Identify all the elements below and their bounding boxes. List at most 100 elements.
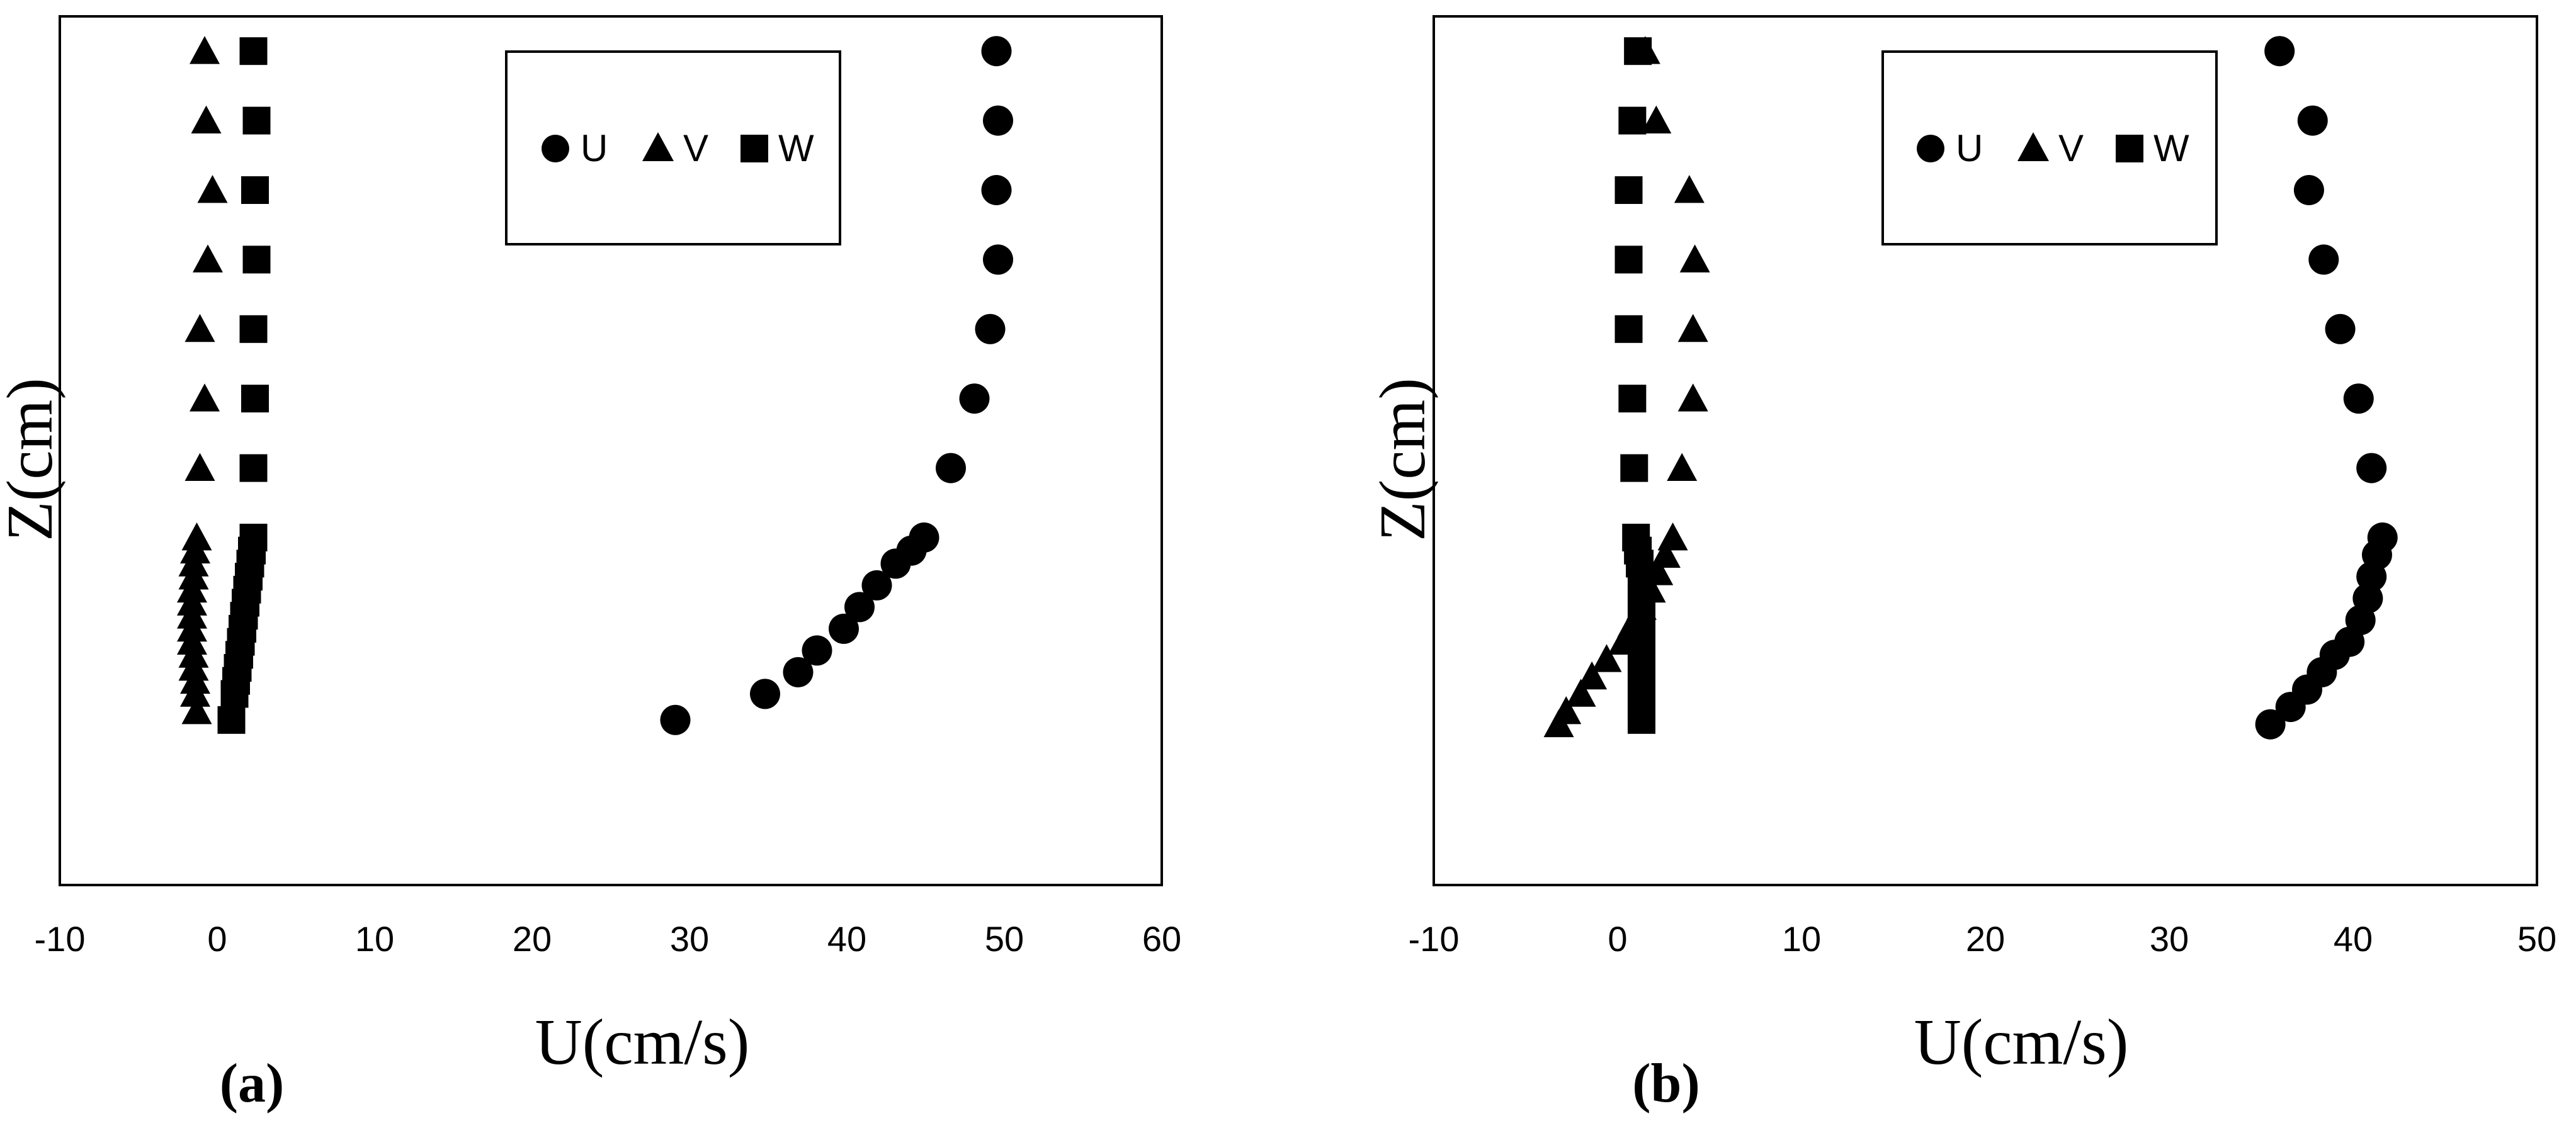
legend-label-u: U	[581, 127, 608, 169]
data-point-u	[2264, 36, 2295, 67]
data-point-u	[861, 570, 892, 601]
data-point-v	[1679, 244, 1710, 273]
data-point-v	[1677, 383, 1708, 412]
x-axis-title: U(cm/s)	[1914, 1006, 2129, 1078]
data-point-v	[1543, 709, 1574, 738]
x-tick-label: -10	[1409, 919, 1460, 959]
data-point-v	[178, 561, 209, 590]
data-point-w	[1618, 385, 1647, 413]
x-tick-label: -10	[35, 919, 86, 959]
data-point-u	[880, 548, 911, 579]
data-point-w	[1614, 176, 1643, 204]
data-point-u	[2297, 105, 2328, 136]
legend-label-u: U	[1956, 127, 1983, 169]
x-tick-label: 0	[207, 919, 227, 959]
data-point-v	[190, 383, 220, 412]
legend-label-v: V	[2058, 127, 2084, 169]
data-point-v	[191, 105, 222, 133]
data-marks	[177, 36, 1013, 735]
legend: U V W	[1881, 50, 2218, 245]
x-tick-label: 10	[1782, 919, 1821, 959]
x-tick-label: 20	[513, 919, 552, 959]
data-point-w	[220, 680, 249, 708]
data-point-u	[829, 613, 859, 644]
data-point-v	[178, 653, 209, 681]
data-point-u	[2293, 175, 2324, 205]
data-point-u	[2275, 692, 2306, 723]
data-point-w	[1618, 106, 1647, 135]
data-point-w	[239, 37, 268, 65]
plot-frame	[1433, 15, 2538, 886]
data-point-u	[2308, 244, 2339, 275]
legend-label-w: W	[2153, 127, 2189, 169]
data-point-v	[184, 453, 215, 481]
data-point-v	[177, 626, 207, 655]
data-point-v	[1565, 679, 1596, 707]
data-point-u	[750, 679, 780, 709]
legend-label-w: W	[778, 127, 814, 169]
x-axis-title: U(cm/s)	[535, 1006, 750, 1078]
legend-label-v: V	[683, 127, 708, 169]
data-point-u	[959, 383, 990, 414]
legend-marker-w	[740, 135, 768, 162]
legend: U V W	[505, 50, 841, 245]
data-point-u	[660, 704, 691, 735]
data-point-v	[184, 313, 215, 342]
data-point-w	[217, 706, 246, 734]
legend-marker-v	[2017, 132, 2049, 161]
data-point-w	[1620, 454, 1648, 482]
x-tick-labels: -10 0 10 20 30 40 50 60	[35, 919, 1182, 959]
x-tick-label: 40	[827, 919, 866, 959]
data-point-v	[1677, 313, 1708, 342]
data-point-w	[1614, 245, 1643, 274]
data-point-w	[241, 385, 269, 413]
x-tick-label: 30	[2150, 919, 2189, 959]
data-point-u	[783, 657, 814, 687]
data-point-u	[2356, 453, 2387, 483]
data-point-v	[1674, 175, 1705, 203]
data-point-u	[2255, 709, 2286, 740]
data-point-v	[1577, 661, 1608, 690]
data-point-w	[1627, 706, 1655, 734]
data-point-v	[181, 522, 212, 551]
data-point-v	[180, 679, 210, 707]
x-tick-label: 0	[1608, 919, 1627, 959]
data-point-u	[802, 635, 832, 666]
legend-marker-v	[642, 132, 674, 161]
chart-panel-a: -10 0 10 20 30 40 50 60 U V W Z(cm) U(cm/s) (a)	[0, 15, 1182, 1114]
y-axis-title: Z(cm)	[1366, 378, 1439, 541]
data-point-u	[975, 313, 1006, 344]
x-tick-label: 10	[355, 919, 394, 959]
y-axis-title: Z(cm)	[0, 378, 66, 541]
data-point-u	[2325, 313, 2356, 344]
data-point-u	[983, 105, 1013, 136]
x-tick-label: 50	[985, 919, 1024, 959]
data-point-u	[936, 453, 966, 483]
x-tick-label: 50	[2517, 919, 2556, 959]
data-point-v	[1667, 453, 1698, 481]
x-tick-label: 60	[1142, 919, 1181, 959]
data-point-w	[1624, 37, 1652, 65]
data-point-w	[1614, 315, 1643, 343]
data-point-v	[1641, 105, 1672, 133]
data-point-w	[239, 454, 268, 482]
data-point-v	[193, 244, 223, 273]
plot-frame	[59, 15, 1163, 886]
panel-label-a: (a)	[220, 1053, 285, 1114]
panel-label-b: (b)	[1632, 1053, 1700, 1114]
legend-marker-w	[2116, 135, 2143, 162]
data-marks	[1543, 36, 2398, 740]
legend-marker-u	[542, 135, 569, 162]
x-tick-label: 30	[670, 919, 709, 959]
data-point-w	[239, 315, 268, 343]
legend-marker-u	[1917, 135, 1944, 162]
data-point-u	[981, 36, 1012, 67]
data-point-w	[241, 176, 269, 204]
x-tick-label: 20	[1966, 919, 2005, 959]
data-point-v	[180, 535, 210, 564]
data-point-u	[2343, 383, 2374, 414]
data-point-v	[190, 36, 220, 64]
data-point-u	[844, 592, 875, 623]
data-point-v	[197, 175, 228, 203]
